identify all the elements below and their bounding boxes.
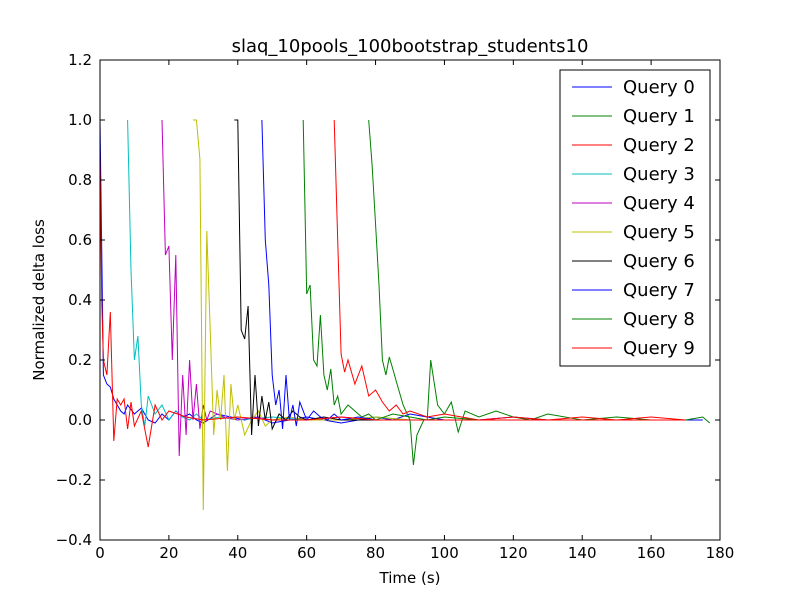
x-tick-label: 20 (159, 544, 178, 562)
series-layer (100, 119, 711, 511)
x-tick-label: 40 (228, 544, 247, 562)
legend: Query 0 Query 1 Query 2 Query 3 Query 4 Query… (559, 69, 711, 367)
y-tick-label: −0.2 (56, 471, 92, 489)
x-tick-label: 80 (366, 544, 385, 562)
legend-label-query-6: Query 6 (623, 251, 695, 272)
legend-label-query-7: Query 7 (623, 280, 695, 301)
y-tick-label: 0.2 (68, 351, 92, 369)
x-tick-label: 160 (637, 544, 666, 562)
x-tick-label: 140 (568, 544, 597, 562)
x-tick-label: 0 (95, 544, 105, 562)
legend-label-query-1: Query 1 (623, 106, 695, 127)
x-tick-label: 100 (430, 544, 459, 562)
legend-label-query-0: Query 0 (623, 77, 695, 98)
legend-label-query-9: Query 9 (623, 338, 695, 359)
chart-title: slaq_10pools_100bootstrap_students10 (232, 36, 589, 57)
y-tick-label: 1.2 (68, 51, 92, 69)
legend-box (559, 69, 711, 367)
series-line-query-2 (333, 119, 686, 421)
y-tick-label: 0.8 (68, 171, 92, 189)
legend-label-query-3: Query 3 (623, 164, 695, 185)
y-tick-label: 1.0 (68, 111, 92, 129)
x-tick-label: 120 (499, 544, 528, 562)
x-tick-label: 60 (297, 544, 316, 562)
series-line-query-1 (368, 119, 711, 466)
y-tick-label: 0.0 (68, 411, 92, 429)
x-tick-label: 180 (706, 544, 735, 562)
y-tick-label: 0.6 (68, 231, 92, 249)
y-tick-label: 0.4 (68, 291, 92, 309)
ticks-layer: 0 20 40 60 80 100 120 140 160 180 −0.4 −0.2 0.0 0.2 0.… (56, 51, 735, 562)
legend-label-query-4: Query 4 (623, 193, 695, 214)
y-tick-label: −0.4 (56, 531, 92, 549)
y-axis-label: Normalized delta loss (30, 219, 48, 381)
x-axis-label: Time (s) (379, 569, 441, 587)
legend-label-query-8: Query 8 (623, 309, 695, 330)
series-line-query-9 (100, 149, 686, 448)
legend-label-query-2: Query 2 (623, 135, 695, 156)
legend-label-query-5: Query 5 (623, 222, 695, 243)
